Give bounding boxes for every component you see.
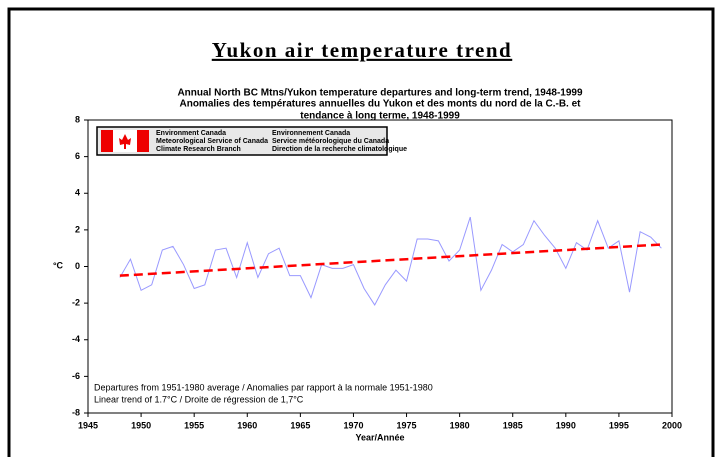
slide-frame [7, 7, 715, 457]
y-tick-label: 2 [75, 224, 80, 234]
y-axis-label: °C [53, 260, 64, 270]
chart-title: tendance à long terme, 1948-1999 [300, 111, 460, 122]
chart-title: Annual North BC Mtns/Yukon temperature d… [177, 88, 583, 99]
y-tick-label: 6 [75, 151, 80, 161]
x-tick-label: 1985 [503, 420, 523, 430]
x-tick-label: 1975 [397, 420, 417, 430]
flag-band [101, 130, 113, 152]
y-tick-label: 0 [75, 261, 80, 271]
x-tick-label: 1995 [609, 420, 629, 430]
logo-box: Environment Canada Meteorological Servic… [96, 126, 407, 156]
x-tick-label: 1970 [343, 420, 363, 430]
y-tick-label: -4 [72, 334, 80, 344]
x-tick-label: 1965 [290, 420, 310, 430]
note: Departures from 1951-1980 average / Anom… [94, 382, 433, 392]
y-tick-label: -2 [72, 298, 80, 308]
trend-line [119, 243, 662, 277]
y-tick-label: -8 [72, 407, 80, 417]
plot-frame [87, 119, 673, 414]
logo-text: Environment Canada [156, 130, 226, 137]
slide-title: Yukon air temperature trend [212, 38, 512, 62]
y-tick-label: 8 [75, 114, 80, 124]
chart-title: Anomalies des températures annuelles du … [179, 99, 581, 110]
note: Linear trend of 1.7°C / Droite de régres… [94, 394, 304, 404]
x-tick-label: 1955 [184, 420, 204, 430]
x-tick-label: 1945 [78, 420, 98, 430]
maple-leaf [119, 134, 131, 149]
x-tick-label: 2000 [662, 420, 682, 430]
y-tick-label: 4 [75, 188, 80, 198]
logo-text: Environnement Canada [272, 130, 350, 137]
data-line [119, 216, 662, 306]
logo-text: Service météorologique du Canada [272, 138, 389, 145]
x-tick-label: 1950 [131, 420, 151, 430]
x-axis-label: Year/Année [355, 432, 404, 442]
y-tick-label: -6 [72, 371, 80, 381]
x-tick-label: 1980 [450, 420, 470, 430]
x-tick-label: 1960 [237, 420, 257, 430]
x-tick-label: 1990 [556, 420, 576, 430]
logo-text: Meteorological Service of Canada [156, 138, 268, 145]
logo-text: Direction de la recherche climatologique [272, 146, 407, 153]
flag-band [137, 130, 149, 152]
logo-text: Climate Research Branch [156, 146, 241, 153]
